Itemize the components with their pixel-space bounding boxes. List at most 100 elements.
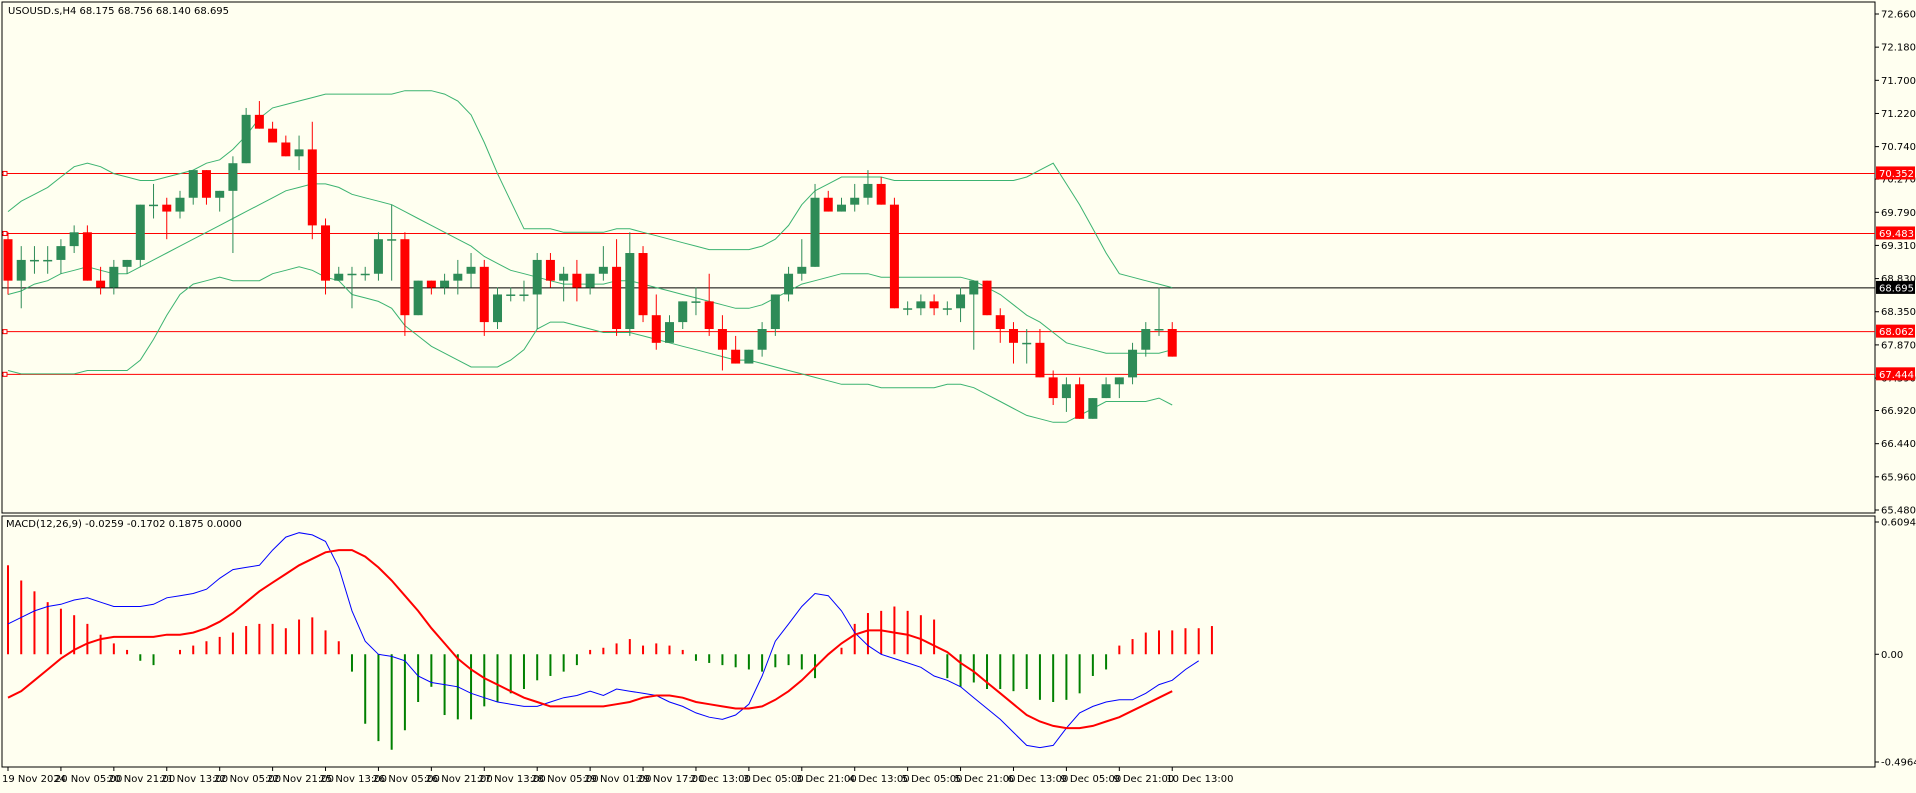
candle [149, 183, 159, 219]
candle-body-bull [175, 197, 185, 212]
level-price-label: 67.444 [1876, 367, 1915, 381]
candle [969, 280, 979, 350]
candle-body-bull [334, 273, 344, 281]
time-axis-label: 25 Nov 13:00 [320, 774, 387, 785]
candle [1088, 398, 1098, 419]
time-axis-label: 3 Dec 21:00 [796, 774, 857, 785]
candle-body-bear [1008, 329, 1018, 343]
candle [373, 232, 383, 281]
time-axis-label: 21 Nov 13:00 [161, 774, 228, 785]
candle-body-bull [1061, 384, 1071, 399]
candle-body-bear [268, 128, 278, 143]
candle-body-bull [598, 266, 608, 274]
candle [836, 197, 846, 212]
level-anchor-handle[interactable] [2, 230, 8, 236]
candle-body-bear [1167, 329, 1177, 357]
candle [175, 190, 185, 219]
candle-body-bull [122, 259, 132, 267]
price-axis-label: 65.960 [1881, 472, 1916, 483]
candle [810, 183, 820, 267]
candle [598, 246, 608, 281]
level-price-label: 69.483 [1876, 226, 1915, 240]
candle [519, 280, 529, 302]
candle [506, 287, 516, 302]
candle [572, 259, 582, 302]
candle [3, 232, 13, 295]
candle [717, 315, 727, 371]
price-axis-label: 71.700 [1881, 76, 1916, 87]
level-price-label: 70.352 [1876, 166, 1915, 180]
candle [823, 190, 833, 212]
candle [162, 197, 172, 240]
candle [201, 170, 211, 205]
candle [307, 121, 317, 240]
candle [29, 246, 39, 274]
candle-body-bear [995, 315, 1005, 330]
candle [797, 239, 807, 281]
candle [1035, 329, 1045, 378]
candle-body-bear [162, 204, 172, 212]
level-anchor-handle[interactable] [2, 170, 8, 176]
candle [1154, 287, 1164, 336]
candle [82, 225, 92, 281]
level-price-label-bg [1876, 367, 1915, 381]
candle-body-bull [43, 259, 53, 262]
price-axis-label: 71.220 [1881, 109, 1916, 120]
candle [1141, 322, 1151, 357]
symbol-header: USOUSD.s,H4 68.175 68.756 68.140 68.695 [8, 6, 229, 17]
candle-body-bull [228, 163, 238, 191]
candle-body-bear [1075, 384, 1085, 419]
candle-body-bull [440, 280, 450, 288]
candle [1114, 377, 1124, 399]
candle [400, 232, 410, 336]
current-price-label-text: 68.695 [1879, 283, 1914, 294]
candle-body-bull [387, 239, 397, 241]
candle-body-bull [836, 204, 846, 212]
candle-body-bull [16, 259, 26, 281]
candle-body-bear [1035, 342, 1045, 378]
candle [876, 177, 886, 205]
level-price-label-text: 68.062 [1879, 327, 1914, 338]
candle-body-bull [532, 259, 542, 295]
candle-body-bear [823, 197, 833, 212]
candle [109, 259, 119, 295]
level-anchor-handle[interactable] [2, 329, 8, 335]
candle [215, 190, 225, 212]
candle [321, 218, 331, 295]
candle [360, 266, 370, 281]
candle [929, 294, 939, 316]
candle-body-bear [479, 266, 489, 323]
time-axis-label: 29 Nov 01:00 [584, 774, 651, 785]
level-anchor-handle[interactable] [2, 371, 8, 377]
level-price-label-bg [1876, 226, 1915, 240]
candle-body-bear [704, 301, 714, 330]
candle-body-bull [757, 329, 767, 350]
candle-body-bear [982, 280, 992, 316]
candle-body-bull [625, 253, 635, 330]
candle-body-bear [717, 329, 727, 350]
time-axis-label: 20 Nov 21:00 [108, 774, 175, 785]
time-axis-label: 9 Dec 21:00 [1113, 774, 1174, 785]
candle [281, 135, 291, 157]
main-pane-frame [1, 1, 1876, 514]
candle-body-bull [215, 190, 225, 198]
candle-body-bull [506, 294, 516, 296]
candle [704, 273, 714, 336]
candle [956, 287, 966, 323]
candle-body-bull [466, 266, 476, 274]
candle-body-bear [254, 114, 264, 129]
price-axis-label: 70.270 [1881, 175, 1916, 186]
candle-body-bull [294, 149, 304, 157]
level-price-label: 68.062 [1876, 324, 1915, 338]
current-price-label-bg [1876, 280, 1915, 294]
price-axis-label: 69.310 [1881, 241, 1916, 252]
bollinger-upper-band [7, 90, 1173, 289]
candle [1167, 322, 1177, 357]
candle-body-bear [82, 232, 92, 281]
candle-body-bear [281, 142, 291, 157]
candle-body-bull [585, 273, 595, 288]
candle-body-bear [307, 149, 317, 226]
candle [188, 170, 198, 205]
